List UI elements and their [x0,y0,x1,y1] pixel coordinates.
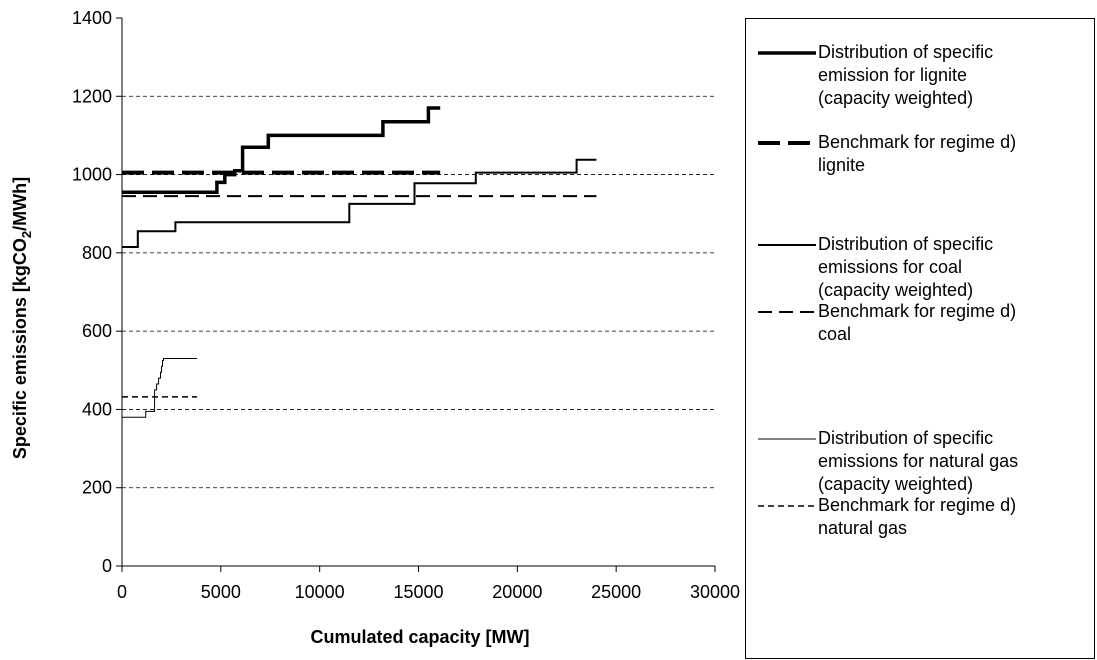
legend-label-line: Distribution of specific [818,42,994,62]
legend-label-line: coal [818,324,852,344]
y-tick-label: 200 [82,478,112,498]
x-tick-label: 30000 [690,582,740,602]
legend-label-line: Distribution of specific [818,428,994,448]
legend-label: Benchmark for regime d) coal [818,300,1088,346]
coal-distribution-line [122,158,597,248]
legend-swatch [758,244,816,246]
legend-label: Benchmark for regime d) lignite [818,131,1088,177]
legend-swatch [758,438,816,440]
y-axis-title-prefix: Specific emissions [kgCO [10,238,30,459]
legend-label-line: Distribution of specific [818,234,994,254]
y-tick-labels: 0 200 400 600 800 1000 1200 1400 [72,8,112,576]
axes [116,17,716,572]
legend-label: Distribution of specific emissions for na… [818,427,1088,496]
legend-label-line: emissions for natural gas [818,451,1019,471]
legend-label-line: Benchmark for regime d) [818,301,1017,321]
legend-label-line: Benchmark for regime d) [818,132,1017,152]
legend-label-line: Benchmark for regime d) [818,495,1017,515]
x-axis-title: Cumulated capacity [MW] [310,627,529,647]
y-tick-label: 1200 [72,86,112,106]
legend-label-line: (capacity weighted) [818,88,974,108]
y-tick-label: 1000 [72,165,112,185]
legend-swatch [758,51,816,55]
legend-swatch [758,505,816,507]
x-tick-label: 0 [117,582,127,602]
legend-label-line: lignite [818,155,866,175]
x-tick-label: 15000 [393,582,443,602]
y-axis-title: Specific emissions [kgCO2/MWh] [10,177,34,459]
legend-swatch [758,311,816,313]
legend-label-line: emission for lignite [818,65,968,85]
legend-swatch [758,141,816,145]
legend-label-line: emissions for coal [818,257,963,277]
x-tick-label: 20000 [492,582,542,602]
x-tick-label: 10000 [295,582,345,602]
lignite-distribution-line [122,106,441,194]
y-axis-title-suffix: /MWh] [10,177,30,231]
legend-label: Distribution of specific emission for lig… [818,41,1088,110]
y-tick-label: 600 [82,321,112,341]
x-tick-labels: 0 5000 10000 15000 20000 25000 30000 [117,582,740,602]
y-tick-label: 0 [102,556,112,576]
legend: Distribution of specific emission for lig… [745,18,1095,659]
legend-label: Benchmark for regime d) natural gas [818,494,1088,540]
x-tick-label: 5000 [201,582,241,602]
legend-label-line: (capacity weighted) [818,474,974,494]
y-axis-title-subscript: 2 [19,231,34,238]
y-tick-label: 400 [82,399,112,419]
legend-label-line: (capacity weighted) [818,280,974,300]
legend-label-line: natural gas [818,518,908,538]
gas-distribution-line [122,358,198,418]
legend-label: Distribution of specific emissions for co… [818,233,1088,302]
x-tick-label: 25000 [591,582,641,602]
y-tick-label: 800 [82,243,112,263]
plot-series [122,106,597,418]
gridlines [122,95,715,489]
y-tick-label: 1400 [72,8,112,28]
